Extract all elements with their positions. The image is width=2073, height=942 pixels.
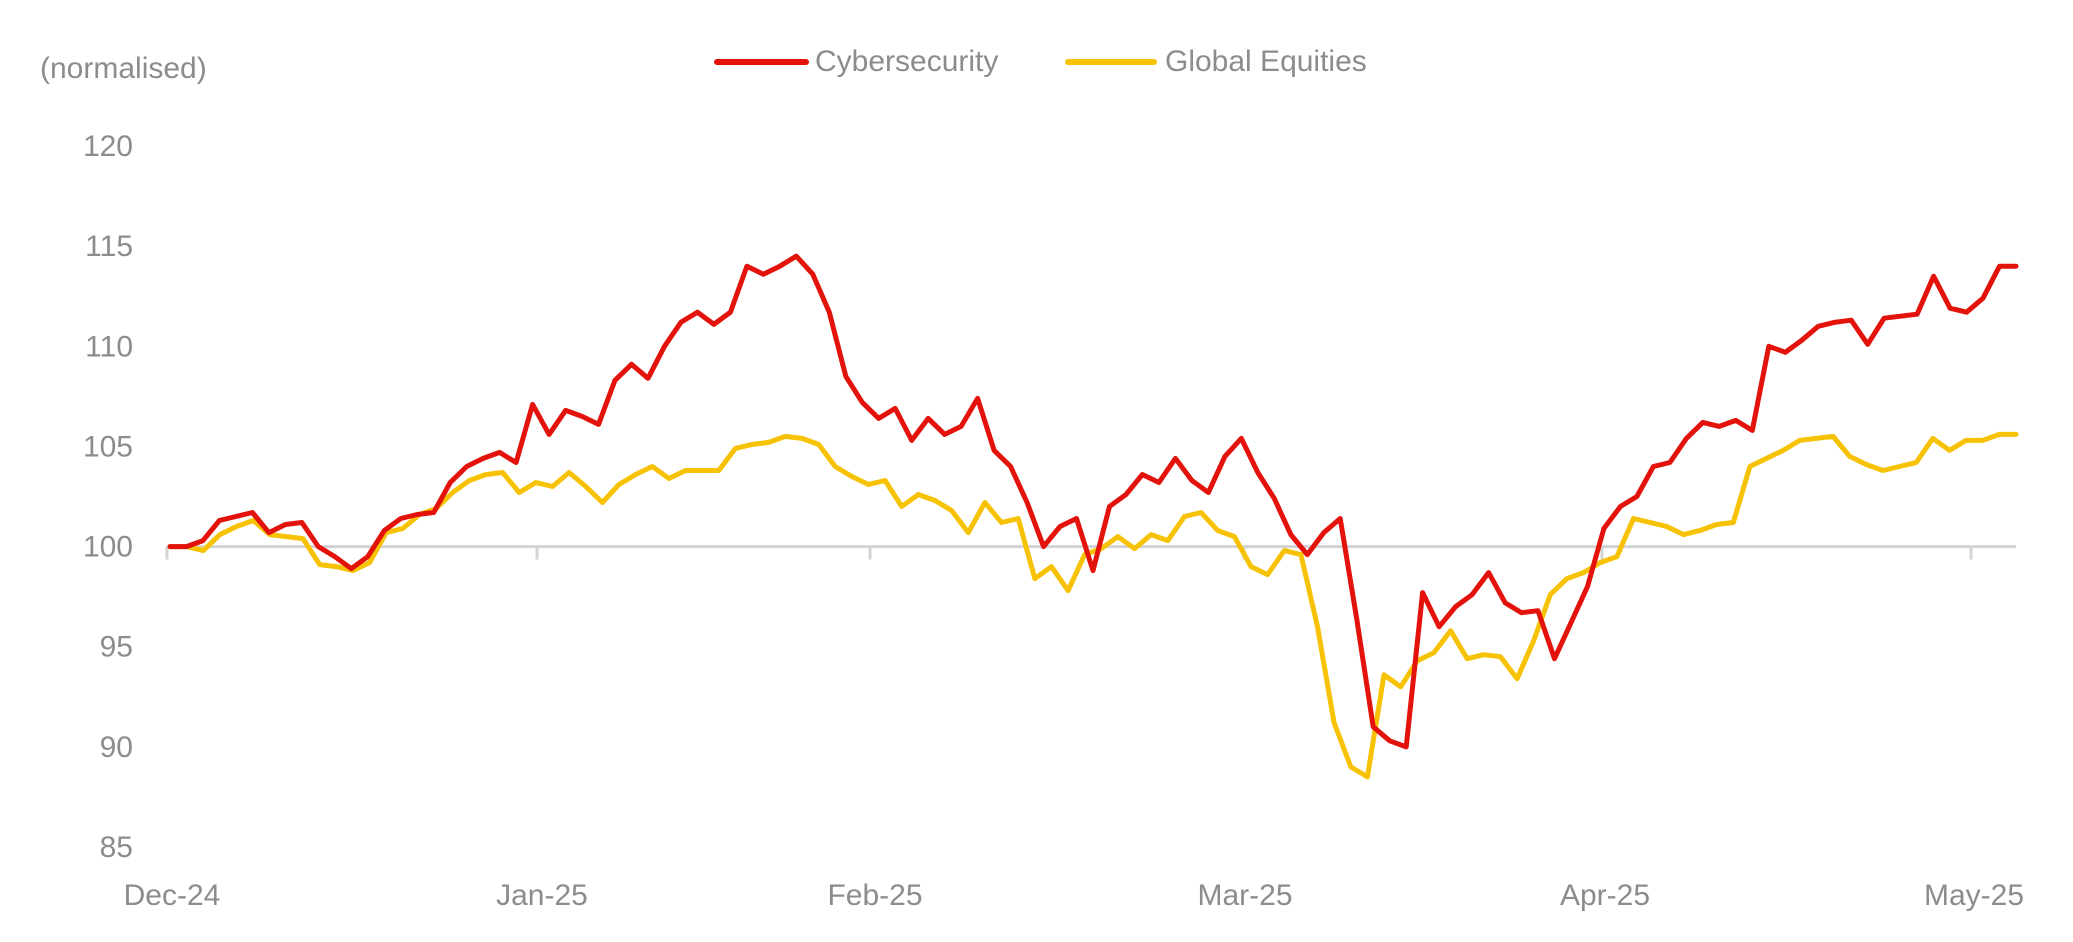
y-tick-label: 115 (85, 230, 133, 263)
x-tick-label: Jan-25 (496, 879, 588, 912)
legend-label-global-equities: Global Equities (1165, 45, 1367, 78)
legend: Cybersecurity Global Equities (714, 45, 1367, 78)
x-tick-label: Apr-25 (1560, 879, 1650, 912)
series-lines (167, 253, 2019, 780)
y-tick-label: 120 (83, 130, 133, 163)
y-axis: 85 90 95 100 105 110 115 120 (83, 130, 133, 864)
y-tick-label: 110 (85, 330, 133, 363)
series-line-global-equities (167, 431, 2019, 780)
legend-label-cybersecurity: Cybersecurity (815, 45, 998, 78)
x-axis: Dec-24 Jan-25 Feb-25 Mar-25 Apr-25 May-25 (124, 545, 2024, 912)
y-tick-label: 85 (100, 831, 133, 864)
x-tick-label: Feb-25 (827, 879, 922, 912)
y-axis-label: (normalised) (40, 52, 207, 85)
x-tick-label: Dec-24 (124, 879, 221, 912)
x-tick-label: Mar-25 (1197, 879, 1292, 912)
y-tick-label: 105 (83, 430, 133, 463)
y-tick-label: 100 (83, 531, 133, 564)
x-tick-label: May-25 (1924, 879, 2024, 912)
y-tick-label: 95 (100, 631, 133, 664)
y-tick-label: 90 (100, 731, 133, 764)
series-line-cybersecurity (167, 253, 2019, 750)
